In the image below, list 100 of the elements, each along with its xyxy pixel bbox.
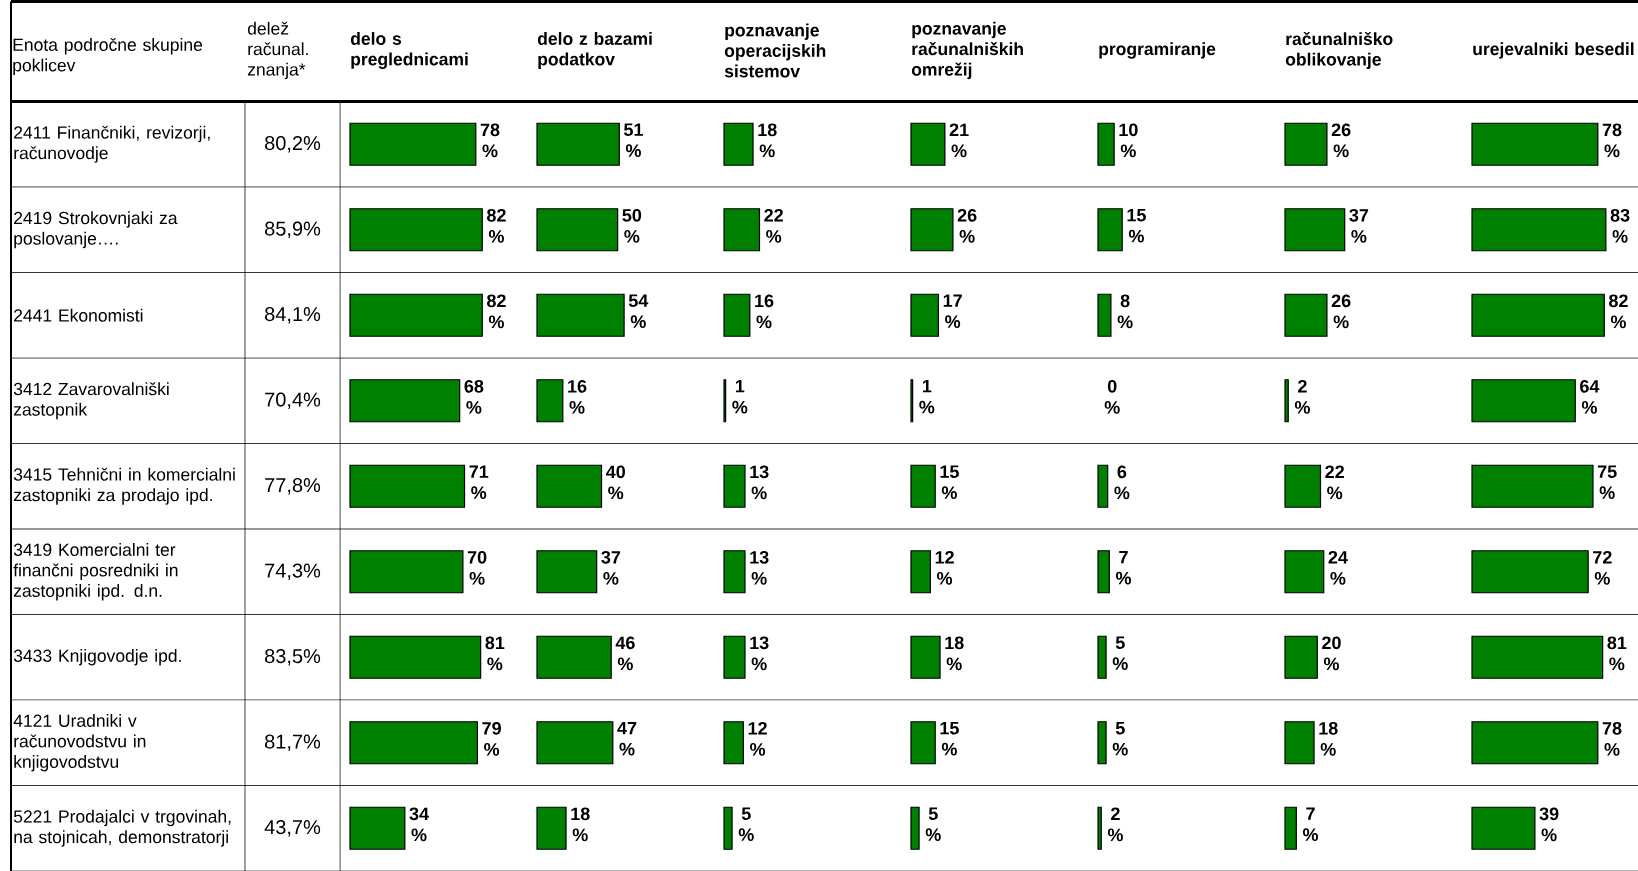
data-label: 74,3% — [265, 563, 321, 581]
data-label: 68 % — [464, 379, 484, 414]
data-label: 22 % — [1325, 465, 1344, 500]
data-label: 81 % — [1607, 636, 1627, 671]
bar — [1284, 379, 1289, 423]
data-label: 26 % — [957, 208, 977, 243]
bar — [1284, 122, 1328, 166]
data-label: 15 % — [1127, 208, 1146, 243]
data-label: 81 % — [485, 636, 505, 671]
bar — [1284, 550, 1325, 594]
bar — [1471, 379, 1576, 423]
bar — [349, 379, 461, 423]
data-label: 7 % — [1115, 550, 1132, 585]
data-label: 83,5% — [265, 648, 321, 666]
text: programiranje — [1099, 42, 1216, 59]
bar — [910, 721, 936, 765]
category-label: 5221 Prodajalci v trgovinah, na stojnicah, demonstratorji — [13, 809, 231, 847]
bar — [1284, 806, 1297, 850]
bar — [1284, 208, 1346, 252]
data-label: 2 % — [1294, 379, 1310, 414]
data-label: 43,7% — [264, 819, 321, 837]
bar — [1284, 635, 1318, 679]
chart-title: poznavanje operacijskih sistemov — [724, 23, 826, 78]
data-label: 84,1% — [265, 306, 321, 324]
bar — [536, 379, 564, 423]
data-label: 20 % — [1322, 636, 1341, 671]
data-label: 18 % — [945, 636, 964, 671]
bar — [536, 208, 619, 252]
data-label: 2 % — [1107, 807, 1123, 842]
data-label: 10 % — [1119, 123, 1138, 158]
bar — [910, 293, 940, 337]
data-label: 18 % — [1319, 721, 1338, 756]
data-label: 1 % — [732, 379, 748, 414]
data-label: 40 % — [605, 465, 625, 500]
data-label: 78 % — [480, 123, 500, 158]
bar — [723, 806, 733, 850]
data-label: 24 % — [1328, 550, 1348, 585]
data-label: 34 % — [409, 807, 429, 842]
data-label: 47 % — [617, 721, 637, 756]
bar — [349, 122, 477, 166]
data-label: 72 % — [1593, 550, 1612, 585]
data-label: 78 % — [1602, 123, 1622, 158]
data-label: 80,2% — [265, 135, 321, 153]
category-label: 4121 Uradniki v računovodstvu in knjigovodstvu — [13, 714, 146, 772]
bar — [536, 635, 612, 679]
data-label: 5 % — [1112, 721, 1128, 756]
data-label: 5 % — [925, 807, 941, 841]
bar — [910, 208, 954, 252]
chart-title: računalniško oblikovanje — [1285, 31, 1393, 70]
data-label: 82 % — [487, 294, 506, 329]
data-label: 37 % — [1349, 208, 1369, 243]
bar — [1097, 122, 1115, 166]
bar — [1284, 721, 1315, 765]
data-label: 18 % — [758, 123, 777, 158]
bar — [536, 806, 567, 850]
bar — [723, 550, 746, 594]
bar — [1284, 464, 1322, 508]
bar — [723, 635, 746, 679]
data-label: 85,9% — [265, 221, 321, 239]
bar — [349, 721, 479, 765]
data-label: 22 % — [764, 208, 783, 243]
bar — [349, 550, 464, 594]
bar — [349, 208, 483, 252]
bar — [1471, 635, 1604, 679]
data-label: 71 % — [469, 465, 489, 499]
bar — [1284, 293, 1328, 337]
bar — [349, 635, 482, 679]
bar — [1097, 208, 1123, 252]
bar — [723, 464, 746, 508]
data-label: 17 % — [943, 294, 962, 328]
bar — [349, 806, 406, 850]
bar — [1471, 208, 1607, 252]
text: delež računal. znanja* — [247, 21, 308, 80]
bar — [910, 550, 931, 594]
bar — [349, 464, 466, 508]
bar — [1471, 464, 1594, 508]
data-label: 16 % — [568, 379, 587, 414]
bar — [723, 208, 761, 252]
category-label: 3419 Komercialni ter finančni posredniki in zastopniki ipd. d.n. — [13, 543, 178, 601]
chart-title: delo s preglednicami — [350, 32, 468, 69]
bar — [723, 122, 754, 166]
data-label: 12 % — [748, 721, 767, 756]
data-label: 82 % — [1609, 294, 1628, 329]
data-label: 21 % — [949, 123, 969, 158]
data-label: 16 % — [755, 294, 774, 329]
data-label: 51 % — [624, 123, 643, 157]
data-label: 12 % — [935, 550, 954, 585]
data-label: 75 % — [1597, 465, 1617, 499]
data-label: 1 % — [919, 379, 935, 414]
category-label: 2419 Strokovnjaki za poslovanje…. — [14, 211, 178, 249]
text: Enota področne skupine poklicev — [13, 38, 203, 75]
chart-title: poznavanje računalniških omrežij — [911, 21, 1023, 80]
bar — [910, 635, 941, 679]
bar — [1097, 464, 1109, 508]
data-label: 15 % — [940, 465, 959, 499]
data-label: 15 % — [940, 721, 959, 756]
data-label: 78 % — [1602, 721, 1622, 756]
bar — [723, 721, 744, 765]
bar — [910, 464, 936, 508]
bar — [1097, 635, 1107, 679]
